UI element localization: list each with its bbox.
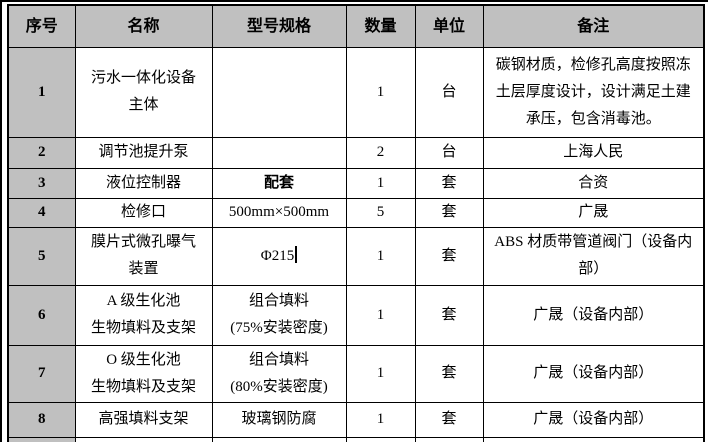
cell-r6-spec[interactable]: 组合填料 (75%安装密度): [211, 284, 347, 346]
cell-r9-note[interactable]: [482, 436, 705, 442]
cell-r4-qty[interactable]: 5: [345, 197, 416, 228]
header-no[interactable]: 序号: [7, 4, 76, 48]
header-unit[interactable]: 单位: [414, 4, 484, 48]
cell-r2-unit[interactable]: 台: [414, 136, 484, 169]
cell-r2-qty[interactable]: 2: [345, 136, 416, 169]
cell-r5-no[interactable]: 5: [7, 226, 76, 286]
cell-r9-name[interactable]: [74, 436, 213, 442]
cell-r4-unit[interactable]: 套: [414, 197, 484, 228]
cell-r3-qty[interactable]: 1: [345, 167, 416, 199]
table-row-6: 6 A 级生化池 生物填料及支架 组合填料 (75%安装密度) 1 套 广晟（设…: [7, 284, 705, 346]
cell-r2-note[interactable]: 上海人民: [482, 136, 705, 169]
cell-r2-spec[interactable]: [211, 136, 347, 169]
cell-r6-no[interactable]: 6: [7, 284, 76, 346]
cell-r6-qty[interactable]: 1: [345, 284, 416, 346]
table-row-4: 4 检修口 500mm×500mm 5 套 广晟: [7, 197, 705, 228]
cell-r1-unit[interactable]: 台: [414, 46, 484, 138]
spec-text: Φ215: [260, 247, 295, 264]
cell-r5-name[interactable]: 膜片式微孔曝气 装置: [74, 226, 213, 286]
cell-r7-qty[interactable]: 1: [345, 344, 416, 403]
header-spec[interactable]: 型号规格: [211, 4, 347, 48]
cell-r5-qty[interactable]: 1: [345, 226, 416, 286]
cell-r6-note[interactable]: 广晟（设备内部）: [482, 284, 705, 346]
cell-r8-spec[interactable]: 玻璃钢防腐: [211, 401, 347, 438]
cell-r7-name[interactable]: O 级生化池 生物填料及支架: [74, 344, 213, 403]
cell-r7-unit[interactable]: 套: [414, 344, 484, 403]
table-row-3: 3 液位控制器 配套 1 套 合资: [7, 167, 705, 199]
outer-frame-left-line: [0, 0, 2, 442]
table-row-9-partial: [7, 436, 705, 442]
cell-r4-no[interactable]: 4: [7, 197, 76, 228]
cell-r4-note[interactable]: 广晟: [482, 197, 705, 228]
cell-r4-name[interactable]: 检修口: [74, 197, 213, 228]
table-row-5: 5 膜片式微孔曝气 装置 Φ215 1 套 ABS 材质带管道阀门（设备内 部）: [7, 226, 705, 286]
cell-r2-name[interactable]: 调节池提升泵: [74, 136, 213, 169]
cell-r4-spec[interactable]: 500mm×500mm: [211, 197, 347, 228]
cell-r8-name[interactable]: 高强填料支架: [74, 401, 213, 438]
cell-r3-spec[interactable]: 配套: [211, 167, 347, 199]
cell-r1-no[interactable]: 1: [7, 46, 76, 138]
cell-r3-note[interactable]: 合资: [482, 167, 705, 199]
cell-r9-no[interactable]: [7, 436, 76, 442]
cell-r5-unit[interactable]: 套: [414, 226, 484, 286]
table-row-8: 8 高强填料支架 玻璃钢防腐 1 套 广晟（设备内部）: [7, 401, 705, 438]
equipment-table: 序号 名称 型号规格 数量 单位 备注 1 污水一体化设备 主体 1 台 碳钢材…: [7, 4, 705, 442]
cell-r1-note[interactable]: 碳钢材质，检修孔高度按照冻 土层厚度设计，设计满足土建 承压，包含消毒池。: [482, 46, 705, 138]
cell-r7-spec[interactable]: 组合填料 (80%安装密度): [211, 344, 347, 403]
outer-frame-top-line: [0, 0, 708, 2]
cell-r7-note[interactable]: 广晟（设备内部）: [482, 344, 705, 403]
cell-r8-no[interactable]: 8: [7, 401, 76, 438]
cell-r1-qty[interactable]: 1: [345, 46, 416, 138]
cell-r9-spec[interactable]: [211, 436, 347, 442]
cell-r3-unit[interactable]: 套: [414, 167, 484, 199]
table-header-row: 序号 名称 型号规格 数量 单位 备注: [7, 4, 705, 48]
header-note[interactable]: 备注: [482, 4, 705, 48]
table-row-7: 7 O 级生化池 生物填料及支架 组合填料 (80%安装密度) 1 套 广晟（设…: [7, 344, 705, 403]
cell-r1-spec[interactable]: [211, 46, 347, 138]
cell-r6-unit[interactable]: 套: [414, 284, 484, 346]
cell-r8-qty[interactable]: 1: [345, 401, 416, 438]
table-row-1: 1 污水一体化设备 主体 1 台 碳钢材质，检修孔高度按照冻 土层厚度设计，设计…: [7, 46, 705, 138]
header-name[interactable]: 名称: [74, 4, 213, 48]
cell-r8-note[interactable]: 广晟（设备内部）: [482, 401, 705, 438]
cell-r2-no[interactable]: 2: [7, 136, 76, 169]
cell-r1-name[interactable]: 污水一体化设备 主体: [74, 46, 213, 138]
table-row-2: 2 调节池提升泵 2 台 上海人民: [7, 136, 705, 169]
cell-r5-note[interactable]: ABS 材质带管道阀门（设备内 部）: [482, 226, 705, 286]
text-cursor: [295, 245, 298, 263]
cell-r3-name[interactable]: 液位控制器: [74, 167, 213, 199]
header-qty[interactable]: 数量: [345, 4, 416, 48]
cell-r9-unit[interactable]: [414, 436, 484, 442]
cell-r6-name[interactable]: A 级生化池 生物填料及支架: [74, 284, 213, 346]
cell-r3-no[interactable]: 3: [7, 167, 76, 199]
cell-r5-spec[interactable]: Φ215: [211, 226, 347, 286]
cell-r8-unit[interactable]: 套: [414, 401, 484, 438]
cell-r9-qty[interactable]: [345, 436, 416, 442]
cell-r7-no[interactable]: 7: [7, 344, 76, 403]
